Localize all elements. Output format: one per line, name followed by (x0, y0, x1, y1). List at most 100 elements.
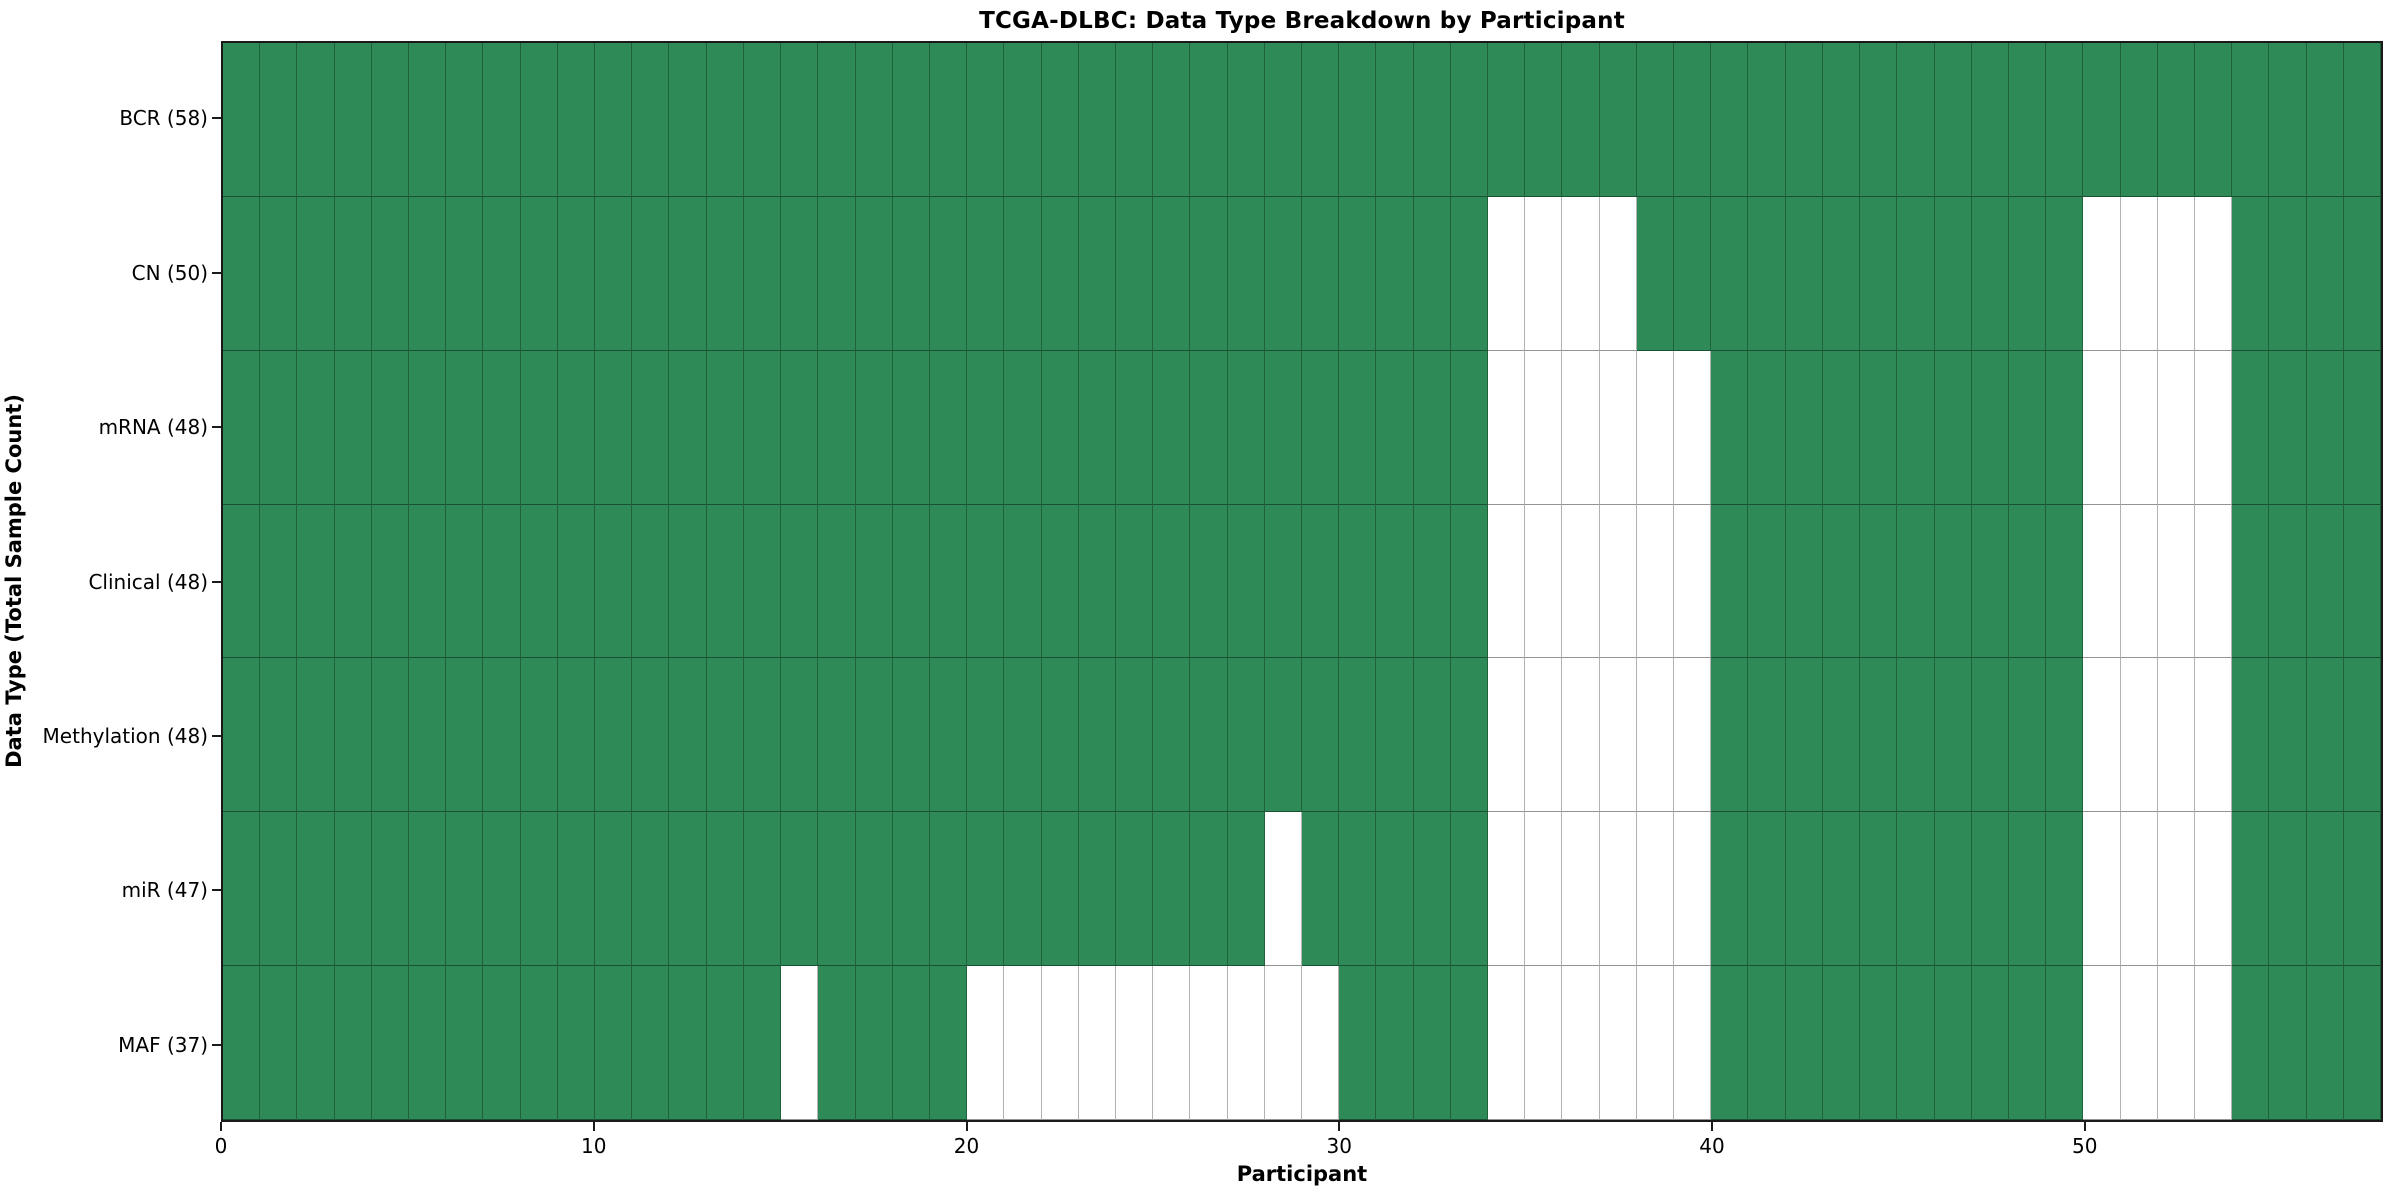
matrix-cell (446, 350, 484, 505)
matrix-cell (1748, 43, 1786, 197)
matrix-cell (1115, 196, 1154, 351)
matrix-cell (781, 43, 819, 197)
matrix-cell (669, 196, 707, 351)
matrix-cell (2157, 812, 2195, 967)
matrix-cell (2120, 196, 2158, 351)
matrix-cell (2194, 196, 2233, 351)
matrix-cell (595, 350, 633, 505)
matrix-cell (371, 504, 410, 659)
matrix-cell (409, 658, 447, 813)
matrix-cell (1822, 43, 1861, 197)
matrix-cell (371, 966, 410, 1120)
matrix-cell (1264, 350, 1302, 505)
matrix-cell (446, 504, 484, 659)
matrix-cell (669, 504, 707, 659)
matrix-cell (557, 504, 596, 659)
matrix-cell (483, 196, 521, 351)
matrix-cell (1674, 43, 1712, 197)
matrix-cell (743, 43, 782, 197)
x-axis-label: Participant (1236, 1162, 1368, 1186)
matrix-cell (2083, 812, 2121, 967)
matrix-cell (1599, 196, 1637, 351)
matrix-cell (1413, 196, 1451, 351)
matrix-cell (520, 43, 558, 197)
matrix-cell (1450, 812, 1489, 967)
y-axis-label: Data Type (Total Sample Count) (2, 394, 26, 768)
matrix-cell (595, 196, 633, 351)
matrix-cell (1190, 43, 1228, 197)
matrix-cell (743, 966, 782, 1120)
matrix-cell (1971, 196, 2009, 351)
matrix-cell (1413, 43, 1451, 197)
matrix-cell (818, 196, 856, 351)
matrix-cell (1190, 504, 1228, 659)
matrix-cell (1674, 812, 1712, 967)
matrix-cell (2194, 966, 2233, 1120)
matrix-cell (1897, 658, 1935, 813)
matrix-cell (334, 966, 372, 1120)
matrix-cell (1897, 196, 1935, 351)
matrix-cell (1153, 350, 1191, 505)
matrix-cell (260, 504, 298, 659)
matrix-cell (892, 43, 930, 197)
matrix-cell (1004, 658, 1042, 813)
matrix-cell (781, 350, 819, 505)
matrix-cell (297, 504, 335, 659)
matrix-cell (632, 350, 670, 505)
matrix-cell (446, 658, 484, 813)
x-axis-tick-mark (592, 1122, 595, 1131)
matrix-cell (1264, 196, 1302, 351)
matrix-cell (929, 966, 968, 1120)
matrix-cell (297, 196, 335, 351)
y-axis-tick-mark (212, 734, 221, 737)
matrix-cell (706, 350, 744, 505)
matrix-cell (2083, 350, 2121, 505)
matrix-cell (1822, 966, 1861, 1120)
matrix-cell (2194, 43, 2233, 197)
matrix-cell (1636, 966, 1675, 1120)
matrix-cell (1488, 196, 1526, 351)
matrix-cell (2120, 658, 2158, 813)
matrix-cell (1599, 966, 1637, 1120)
matrix-cell (1041, 350, 1079, 505)
matrix-cell (1934, 504, 1972, 659)
matrix-cell (1674, 350, 1712, 505)
matrix-cell (1488, 658, 1526, 813)
matrix-cell (1674, 196, 1712, 351)
matrix-cell (1004, 812, 1042, 967)
matrix-cell (1450, 504, 1489, 659)
matrix-cell (2232, 812, 2270, 967)
matrix-cell (1822, 658, 1861, 813)
matrix-cell (1227, 43, 1265, 197)
matrix-cell (371, 350, 410, 505)
matrix-cell (2232, 966, 2270, 1120)
matrix-cell (632, 504, 670, 659)
matrix-cell (1153, 966, 1191, 1120)
matrix-cell (1674, 504, 1712, 659)
matrix-cell (520, 504, 558, 659)
matrix-cell (260, 196, 298, 351)
matrix-cell (2194, 658, 2233, 813)
matrix-cell (2194, 504, 2233, 659)
matrix-cell (1041, 812, 1079, 967)
matrix-cell (483, 350, 521, 505)
matrix-cell (1339, 812, 1377, 967)
matrix-cell (223, 504, 261, 659)
matrix-cell (446, 812, 484, 967)
matrix-cell (818, 812, 856, 967)
matrix-cell (2083, 658, 2121, 813)
matrix-cell (1562, 658, 1600, 813)
matrix-cell (1897, 350, 1935, 505)
matrix-cell (1636, 196, 1675, 351)
matrix-cell (2083, 966, 2121, 1120)
matrix-cell (1599, 43, 1637, 197)
matrix-cell (2269, 350, 2307, 505)
matrix-cell (334, 504, 372, 659)
matrix-cell (1302, 812, 1340, 967)
matrix-cell (1971, 350, 2009, 505)
matrix-cell (1115, 966, 1154, 1120)
matrix-cell (1934, 43, 1972, 197)
matrix-cell (1562, 504, 1600, 659)
matrix-cell (223, 43, 261, 197)
